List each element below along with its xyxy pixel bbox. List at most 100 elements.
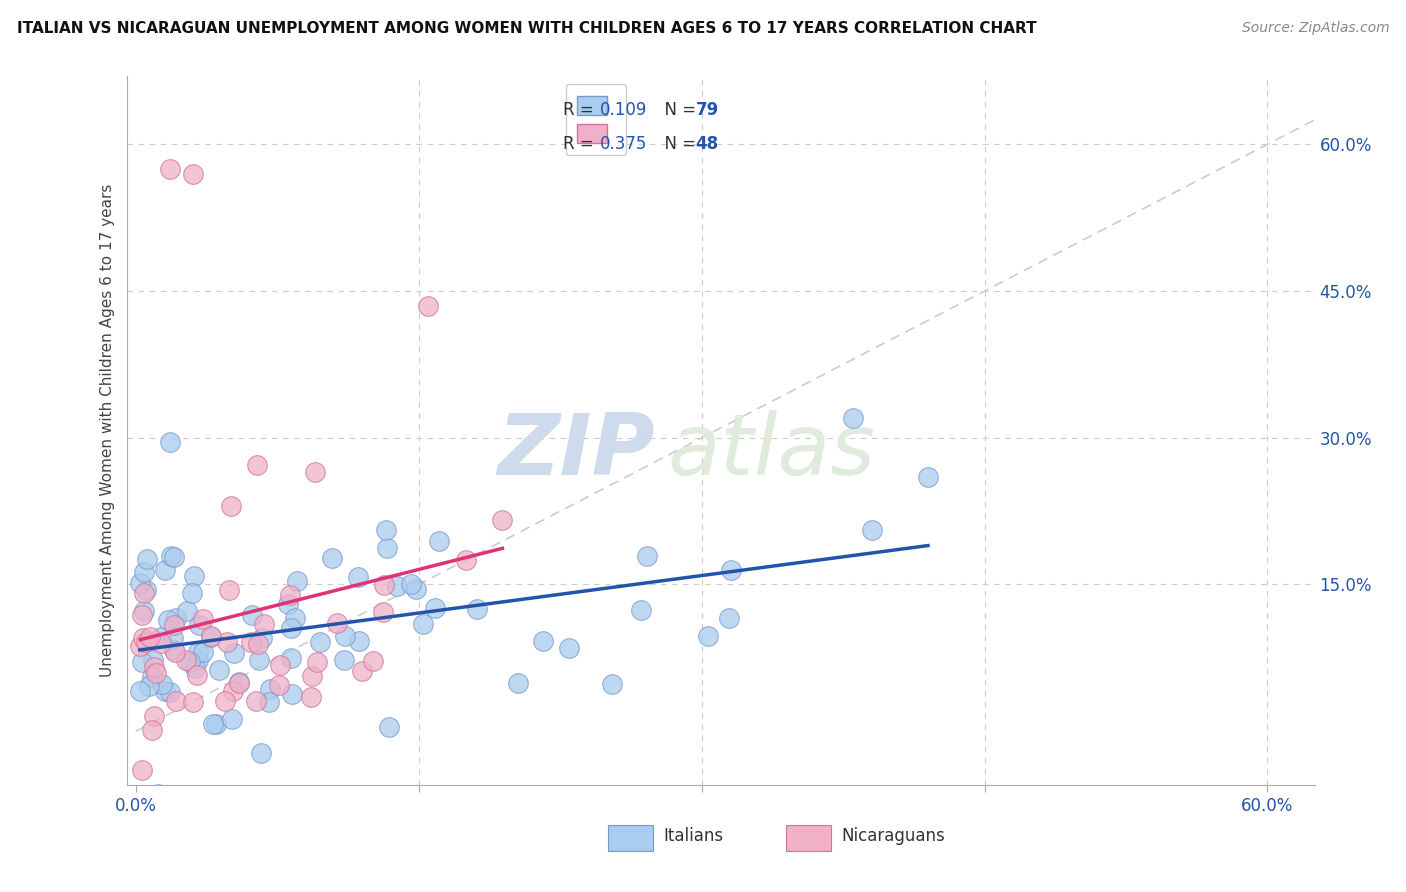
Point: [179, 655, 201, 669]
FancyBboxPatch shape: [786, 825, 831, 851]
Point: [163, 643, 186, 657]
Point: [269, 678, 291, 692]
Point: [139, 630, 162, 644]
Text: Source: ZipAtlas.com: Source: ZipAtlas.com: [1241, 21, 1389, 36]
Point: [636, 549, 658, 563]
Point: [630, 603, 652, 617]
Point: [252, 632, 274, 646]
Point: [350, 664, 373, 678]
Point: [132, 631, 155, 645]
Point: [176, 604, 198, 618]
Point: [465, 602, 488, 616]
Point: [165, 645, 187, 659]
Point: [299, 690, 322, 704]
Point: [150, 677, 173, 691]
Point: [153, 563, 176, 577]
Text: 79: 79: [696, 101, 718, 119]
Point: [491, 513, 513, 527]
Point: [425, 601, 447, 615]
Point: [333, 629, 356, 643]
Point: [304, 465, 326, 479]
Point: [917, 470, 939, 484]
Point: [720, 563, 742, 577]
Point: [333, 653, 356, 667]
Point: [600, 677, 623, 691]
Text: R =: R =: [562, 136, 599, 153]
Point: [249, 746, 271, 760]
Point: [285, 574, 308, 588]
Point: [508, 675, 530, 690]
Point: [200, 630, 222, 644]
Point: [246, 637, 269, 651]
Point: [141, 723, 163, 738]
Point: [385, 579, 408, 593]
Point: [142, 659, 165, 673]
Point: [166, 611, 188, 625]
Point: [150, 636, 173, 650]
Point: [162, 549, 184, 564]
Point: [253, 617, 276, 632]
Point: [399, 577, 422, 591]
Point: [284, 611, 307, 625]
Point: [375, 524, 398, 538]
Point: [239, 635, 262, 649]
Point: [128, 575, 150, 590]
Point: [186, 653, 208, 667]
Text: 48: 48: [696, 136, 718, 153]
Point: [218, 582, 240, 597]
Point: [186, 668, 208, 682]
Point: [378, 720, 401, 734]
Point: [159, 549, 181, 564]
Point: [321, 550, 343, 565]
Point: [191, 612, 214, 626]
Point: [373, 578, 395, 592]
Point: [860, 524, 883, 538]
Point: [427, 533, 450, 548]
Point: [247, 653, 270, 667]
Point: [191, 645, 214, 659]
Point: [301, 669, 323, 683]
Point: [141, 670, 163, 684]
Text: N =: N =: [654, 101, 702, 119]
Point: [240, 607, 263, 622]
Point: [143, 709, 166, 723]
Point: [531, 633, 554, 648]
Point: [174, 653, 197, 667]
Point: [221, 712, 243, 726]
Point: [841, 411, 863, 425]
Text: ZIP: ZIP: [498, 410, 655, 493]
Point: [159, 685, 181, 699]
Point: [181, 695, 204, 709]
Point: [259, 682, 281, 697]
Point: [269, 657, 291, 672]
Point: [214, 694, 236, 708]
Point: [346, 570, 368, 584]
Point: [349, 634, 371, 648]
Point: [187, 645, 209, 659]
Point: [215, 634, 238, 648]
Point: [405, 582, 427, 597]
Point: [228, 674, 250, 689]
Point: [697, 628, 720, 642]
Point: [305, 655, 328, 669]
Point: [202, 716, 225, 731]
Text: N =: N =: [654, 136, 702, 153]
Point: [224, 646, 246, 660]
Point: [204, 717, 226, 731]
Point: [280, 650, 302, 665]
Point: [146, 787, 169, 801]
Text: 0.109: 0.109: [599, 101, 647, 119]
Point: [135, 635, 157, 649]
Point: [246, 458, 269, 473]
Text: atlas: atlas: [666, 410, 875, 493]
Point: [150, 631, 173, 645]
Y-axis label: Unemployment Among Women with Children Ages 6 to 17 years: Unemployment Among Women with Children A…: [100, 184, 115, 677]
Point: [557, 641, 579, 656]
Point: [145, 665, 167, 680]
Point: [200, 629, 222, 643]
Point: [183, 661, 205, 675]
Point: [132, 586, 155, 600]
Point: [373, 606, 395, 620]
Point: [165, 694, 187, 708]
Point: [162, 617, 184, 632]
